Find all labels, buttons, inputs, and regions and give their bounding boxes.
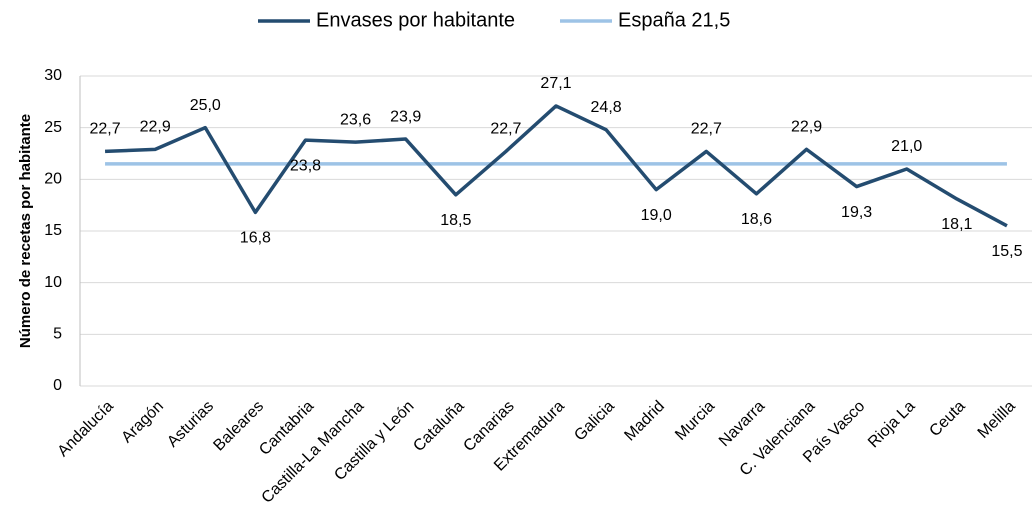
x-tick-label: Asturias bbox=[164, 398, 217, 451]
y-tick-label: 20 bbox=[44, 171, 62, 188]
data-label: 22,9 bbox=[791, 119, 822, 136]
data-label: 22,7 bbox=[490, 121, 521, 138]
legend-label: España 21,5 bbox=[618, 9, 730, 31]
y-axis-label: Número de recetas por habitante bbox=[17, 114, 34, 348]
data-label: 22,7 bbox=[89, 121, 120, 138]
x-tick-label: Cataluña bbox=[410, 398, 467, 455]
data-label: 18,1 bbox=[941, 216, 972, 233]
data-label: 18,5 bbox=[440, 212, 471, 229]
y-tick-label: 25 bbox=[44, 119, 62, 136]
data-label: 22,7 bbox=[691, 121, 722, 138]
data-label: 21,0 bbox=[891, 138, 922, 155]
data-label: 23,6 bbox=[340, 111, 371, 128]
data-label: 19,0 bbox=[641, 207, 672, 224]
x-tick-label: Navarra bbox=[716, 398, 768, 450]
y-tick-label: 10 bbox=[44, 274, 62, 291]
y-tick-label: 15 bbox=[44, 222, 62, 239]
x-tick-label: Rioja La bbox=[865, 398, 919, 452]
data-label: 23,9 bbox=[390, 108, 421, 125]
data-label: 24,8 bbox=[591, 99, 622, 116]
data-label: 18,6 bbox=[741, 211, 772, 228]
series-line bbox=[104, 104, 1008, 228]
x-tick-label: Murcia bbox=[672, 398, 718, 444]
data-label: 22,9 bbox=[140, 119, 171, 136]
y-tick-label: 30 bbox=[44, 67, 62, 84]
legend-label: Envases por habitante bbox=[316, 9, 515, 31]
x-tick-label: Andalucía bbox=[55, 398, 117, 460]
data-label: 23,8 bbox=[290, 157, 321, 174]
data-label: 19,3 bbox=[841, 204, 872, 221]
x-tick-label: Madrid bbox=[621, 398, 668, 445]
x-tick-label: Ceuta bbox=[926, 398, 968, 440]
x-tick-label: Melilla bbox=[975, 398, 1019, 442]
data-label: 16,8 bbox=[240, 230, 271, 247]
data-label: 27,1 bbox=[540, 75, 571, 92]
x-tick-label: Galicia bbox=[571, 398, 618, 445]
y-tick-label: 0 bbox=[53, 377, 62, 394]
x-tick-label: Aragón bbox=[118, 398, 167, 447]
data-label: 25,0 bbox=[190, 97, 221, 114]
data-label: 15,5 bbox=[991, 243, 1022, 260]
y-tick-label: 5 bbox=[53, 326, 62, 343]
